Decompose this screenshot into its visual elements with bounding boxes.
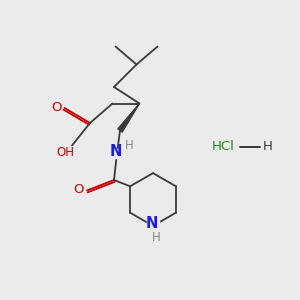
Text: N: N — [110, 144, 122, 159]
Text: O: O — [51, 101, 61, 114]
Text: H: H — [125, 139, 134, 152]
Text: OH: OH — [56, 146, 74, 159]
Polygon shape — [118, 103, 140, 132]
Text: H: H — [263, 140, 273, 154]
Bar — [111, 148, 123, 158]
Text: H: H — [152, 231, 160, 244]
Text: HCl: HCl — [212, 140, 235, 154]
Text: O: O — [73, 182, 84, 196]
Bar — [147, 221, 159, 231]
Text: N: N — [146, 216, 158, 231]
